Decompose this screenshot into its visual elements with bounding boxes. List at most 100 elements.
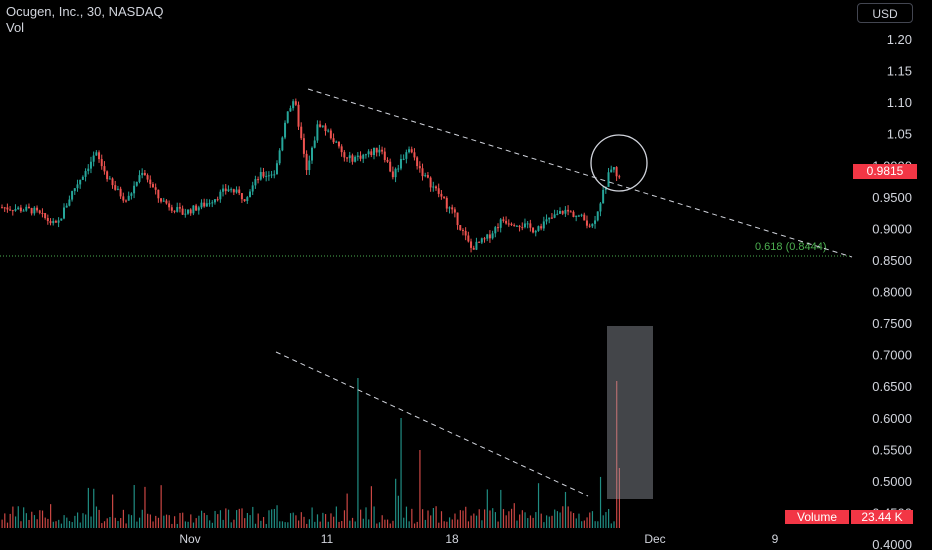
- volume-bar: [144, 486, 146, 528]
- volume-bar: [276, 505, 278, 528]
- volume-bar: [23, 507, 25, 528]
- candle-body: [68, 199, 71, 206]
- volume-bar: [106, 518, 108, 528]
- volume-bar: [52, 521, 54, 528]
- candle-body: [356, 155, 359, 157]
- volume-bar: [254, 523, 257, 528]
- volume-bar: [82, 513, 84, 528]
- volume-bar: [200, 510, 203, 528]
- volume-bar: [430, 515, 432, 528]
- candle-body: [413, 152, 416, 158]
- candle-body: [507, 223, 510, 225]
- volume-bar: [591, 511, 594, 528]
- candle-body: [327, 130, 330, 132]
- volume-bar: [74, 515, 76, 528]
- volume-bar: [467, 521, 470, 528]
- candle-body: [381, 149, 384, 152]
- volume-bar: [50, 504, 52, 528]
- volume-bar: [505, 515, 507, 528]
- volume-bar: [330, 513, 332, 528]
- candle-body: [27, 206, 30, 209]
- candle-body: [577, 215, 580, 217]
- volume-bar: [93, 488, 95, 528]
- volume-bar: [527, 518, 529, 528]
- candle-body: [92, 155, 95, 162]
- volume-highlight-box: [607, 326, 653, 499]
- candle-body: [178, 207, 181, 209]
- candle-body: [421, 168, 424, 177]
- candle-body: [305, 153, 308, 171]
- candle-body: [572, 211, 575, 217]
- volume-indicator-label: Vol: [6, 20, 25, 35]
- volume-bar: [435, 506, 437, 528]
- volume-bar: [502, 509, 505, 528]
- volume-bar: [211, 522, 213, 528]
- volume-bar: [136, 521, 138, 528]
- currency-button[interactable]: USD: [857, 3, 913, 23]
- volume-bar: [12, 506, 14, 528]
- candle-body: [321, 125, 324, 127]
- candle-body: [480, 238, 483, 243]
- volume-bar: [570, 511, 572, 528]
- candle-body: [499, 219, 502, 228]
- volume-bar: [198, 515, 200, 528]
- volume-bar: [519, 514, 521, 528]
- candle-body: [475, 241, 478, 250]
- volume-bar: [117, 521, 119, 528]
- candle-body: [521, 227, 524, 229]
- volume-bar: [149, 514, 151, 528]
- candle-body: [359, 155, 362, 159]
- candle-body: [567, 209, 570, 212]
- volume-bar: [494, 512, 497, 528]
- volume-bar: [6, 522, 9, 528]
- volume-bar: [489, 510, 491, 528]
- candle-body: [319, 124, 322, 127]
- candle-body: [618, 176, 621, 178]
- volume-bar: [594, 521, 596, 528]
- volume-bar: [513, 503, 515, 528]
- volume-bar: [432, 507, 435, 528]
- candle-body: [583, 214, 586, 221]
- candle-body: [157, 189, 160, 199]
- candle-body: [346, 157, 349, 159]
- candle-body: [44, 213, 47, 219]
- volume-bar: [319, 521, 321, 528]
- volume-bar: [419, 450, 421, 528]
- candle-body: [513, 225, 516, 227]
- volume-bar: [262, 517, 265, 528]
- volume-bar: [451, 519, 453, 528]
- candle-body: [561, 210, 564, 214]
- volume-bar: [316, 514, 319, 528]
- candle-body: [456, 212, 459, 226]
- volume-bar: [548, 516, 550, 528]
- y-tick-label: 1.10: [887, 95, 912, 110]
- chart-header: Ocugen, Inc., 30, NASDAQ Vol: [6, 4, 164, 36]
- volume-bar: [209, 520, 211, 528]
- y-tick-label: 0.4000: [872, 537, 912, 550]
- candle-body: [267, 175, 270, 177]
- candle-body: [488, 234, 491, 239]
- y-tick-label: 0.8500: [872, 253, 912, 268]
- candle-body: [181, 208, 184, 215]
- volume-bar: [462, 510, 464, 528]
- candle-body: [262, 171, 265, 177]
- candle-body: [467, 235, 470, 242]
- volume-bar: [71, 522, 73, 528]
- volume-bar: [233, 519, 235, 528]
- volume-bar: [160, 485, 162, 528]
- candle-body: [443, 196, 446, 198]
- candle-body: [284, 122, 287, 138]
- candle-body: [176, 207, 179, 212]
- x-tick-label: Dec: [644, 532, 665, 546]
- candle-body: [580, 214, 583, 216]
- volume-bar: [427, 510, 429, 528]
- candle-body: [273, 174, 276, 176]
- volume-bar: [508, 511, 510, 528]
- volume-bar: [618, 468, 621, 528]
- candle-body: [275, 163, 278, 175]
- volume-bar: [386, 519, 389, 528]
- x-tick-label: Nov: [179, 532, 200, 546]
- volume-bar: [225, 508, 227, 528]
- volume-bar: [227, 509, 230, 528]
